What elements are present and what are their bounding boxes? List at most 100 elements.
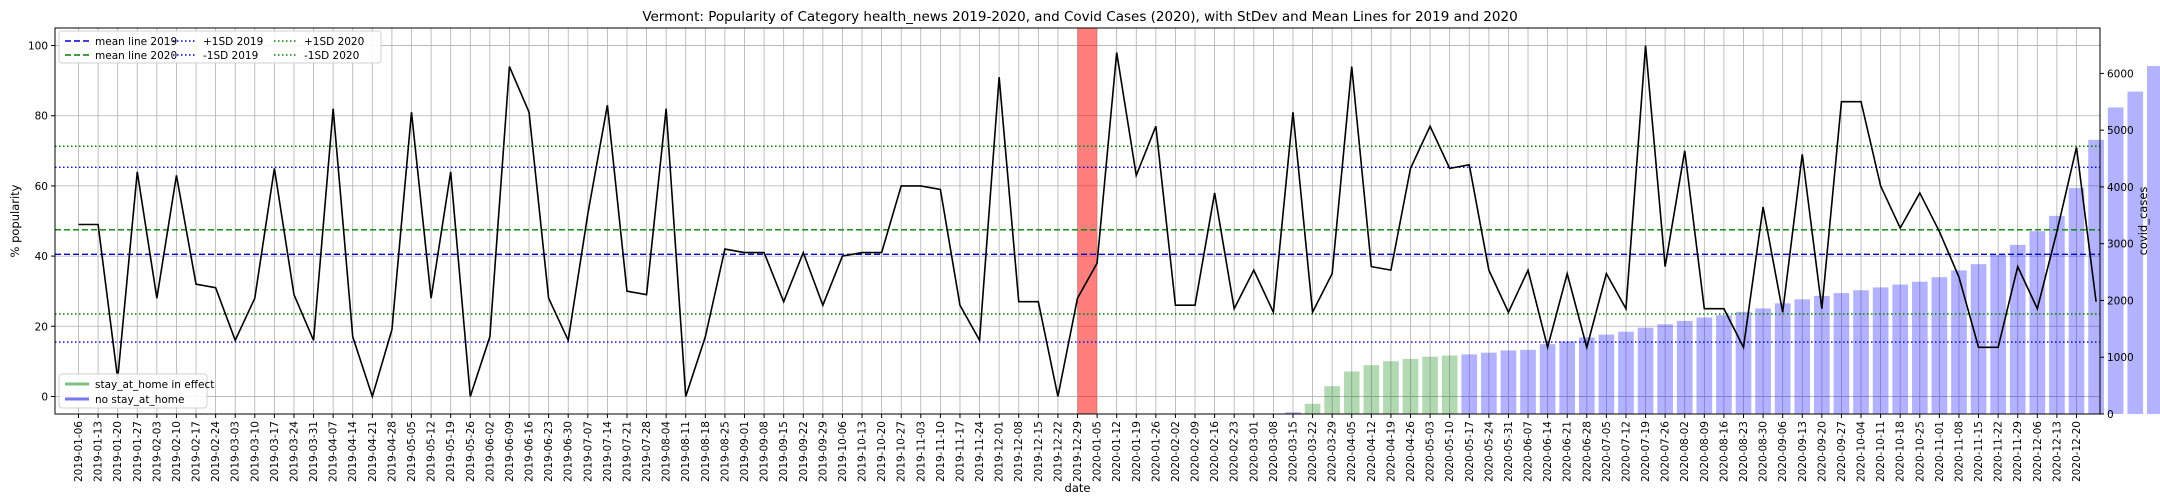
x-tick-label: 2019-03-24 bbox=[288, 421, 300, 482]
x-tick-label: 2019-10-27 bbox=[896, 421, 908, 482]
bar-no-stay-at-home bbox=[1285, 412, 1301, 414]
y-tick-label: 40 bbox=[35, 251, 48, 263]
popularity-line bbox=[78, 45, 2097, 400]
x-tick-label: 2019-06-30 bbox=[563, 421, 575, 482]
bar-stay-at-home bbox=[1304, 403, 1321, 414]
x-axis-label: date bbox=[1065, 481, 1091, 495]
bar-no-stay-at-home bbox=[1931, 277, 1948, 414]
x-tick-label: 2020-07-05 bbox=[1601, 421, 1613, 482]
x-tick-label: 2020-11-15 bbox=[1973, 421, 1985, 482]
x-tick-label: 2019-06-02 bbox=[484, 421, 496, 482]
y-axis-label: % popularity bbox=[8, 184, 22, 257]
x-tick-label: 2020-10-04 bbox=[1856, 421, 1868, 482]
bar-no-stay-at-home bbox=[1794, 299, 1811, 414]
x-tick-label: 2019-09-29 bbox=[817, 421, 829, 482]
x-tick-label: 2020-10-18 bbox=[1895, 421, 1907, 482]
legend-label: mean line 2020 bbox=[95, 50, 177, 62]
x-tick-label: 2019-12-29 bbox=[1072, 421, 1084, 482]
x-tick-label: 2020-02-16 bbox=[1209, 421, 1221, 482]
x-tick-label: 2019-04-21 bbox=[367, 421, 379, 482]
x-tick-label: 2019-08-25 bbox=[719, 421, 731, 482]
bar-no-stay-at-home bbox=[1774, 303, 1791, 414]
x-tick-label: 2019-05-12 bbox=[426, 421, 438, 482]
bar-no-stay-at-home bbox=[2147, 66, 2160, 415]
x-tick-label: 2020-06-21 bbox=[1562, 421, 1574, 482]
y2-tick-label: 1000 bbox=[2107, 352, 2134, 364]
x-tick-label: 2020-07-26 bbox=[1660, 421, 1672, 482]
x-tick-label: 2020-03-01 bbox=[1248, 421, 1260, 482]
y2-tick-label: 3000 bbox=[2107, 239, 2134, 251]
x-tick-label: 2020-11-29 bbox=[2012, 421, 2024, 482]
x-tick-label: 2019-12-15 bbox=[1033, 421, 1045, 482]
x-tick-label: 2020-05-17 bbox=[1464, 421, 1476, 482]
bar-stay-at-home bbox=[1422, 356, 1438, 414]
bar-no-stay-at-home bbox=[2088, 139, 2104, 414]
bar-stay-at-home bbox=[1363, 365, 1380, 414]
highlight-span-rect bbox=[1077, 28, 1098, 414]
x-tick-label: 2020-06-14 bbox=[1542, 421, 1554, 482]
x-tick-label: 2020-01-19 bbox=[1131, 421, 1143, 482]
x-tick-label: 2019-05-19 bbox=[445, 421, 457, 482]
bar-no-stay-at-home bbox=[1853, 290, 1869, 414]
y-tick-label: 20 bbox=[35, 321, 48, 333]
x-tick-label: 2019-04-07 bbox=[328, 421, 340, 482]
legend-label: stay_at_home in effect bbox=[95, 379, 214, 391]
x-tick-label: 2019-02-17 bbox=[191, 421, 203, 482]
x-tick-label: 2020-05-31 bbox=[1503, 421, 1515, 482]
x-tick-label: 2019-10-20 bbox=[876, 421, 888, 482]
x-tick-label: 2020-07-12 bbox=[1620, 421, 1632, 482]
y2-axis-label: covid_cases bbox=[2136, 187, 2150, 256]
x-tick-label: 2020-04-26 bbox=[1405, 421, 1417, 482]
x-tick-label: 2020-09-27 bbox=[1836, 421, 1848, 482]
x-tick-label: 2019-11-24 bbox=[974, 421, 986, 482]
y-axis-right: 0 1000 2000 3000 4000 5000 6000 bbox=[2100, 68, 2134, 421]
x-tick-label: 2020-08-23 bbox=[1738, 421, 1750, 482]
x-tick-label: 2019-11-10 bbox=[935, 421, 947, 482]
bar-no-stay-at-home bbox=[1755, 308, 1771, 414]
x-tick-label: 2020-09-20 bbox=[1816, 421, 1828, 482]
bar-no-stay-at-home bbox=[2029, 231, 2046, 414]
x-tick-label: 2019-07-14 bbox=[602, 421, 614, 482]
x-tick-label: 2019-02-03 bbox=[151, 421, 163, 482]
y2-tick-label: 4000 bbox=[2107, 182, 2134, 194]
x-tick-label: 2020-12-06 bbox=[2032, 421, 2044, 482]
bar-no-stay-at-home bbox=[2009, 244, 2026, 414]
bar-stay-at-home bbox=[1383, 361, 1399, 414]
bar-no-stay-at-home bbox=[1814, 295, 1830, 414]
x-axis: 2019-01-06 2019-01-13 2019-01-20 2019-01-27… bbox=[73, 414, 2083, 482]
legend-box bbox=[58, 30, 382, 64]
y-tick-label: 80 bbox=[35, 111, 48, 123]
x-tick-label: 2019-01-13 bbox=[93, 421, 105, 482]
x-tick-label: 2020-06-07 bbox=[1523, 421, 1535, 482]
bar-stay-at-home bbox=[1402, 358, 1419, 414]
x-tick-label: 2020-12-20 bbox=[2071, 421, 2083, 482]
x-tick-label: 2020-01-26 bbox=[1150, 421, 1162, 482]
x-tick-label: 2019-04-28 bbox=[386, 421, 398, 482]
x-tick-label: 2019-03-31 bbox=[308, 421, 320, 482]
legend-label: -1SD 2019 bbox=[203, 50, 258, 62]
highlight-span bbox=[1077, 28, 1098, 414]
y-axis-left: 0 20 40 60 80 100 bbox=[28, 41, 55, 403]
x-tick-label: 2019-11-03 bbox=[915, 421, 927, 482]
bar-no-stay-at-home bbox=[1872, 287, 1889, 414]
bar-stay-at-home bbox=[1441, 355, 1458, 414]
x-tick-label: 2019-03-10 bbox=[249, 421, 261, 482]
bar-no-stay-at-home bbox=[1676, 320, 1693, 414]
x-tick-label: 2020-10-25 bbox=[1914, 421, 1926, 482]
x-tick-label: 2019-08-04 bbox=[661, 421, 673, 482]
legend-label: no stay_at_home bbox=[95, 394, 184, 406]
x-tick-label: 2020-02-02 bbox=[1170, 421, 1182, 482]
bar-no-stay-at-home bbox=[1892, 284, 1909, 414]
x-tick-label: 2019-07-21 bbox=[621, 421, 633, 482]
x-tick-label: 2020-03-22 bbox=[1307, 421, 1319, 482]
x-tick-label: 2019-01-06 bbox=[73, 421, 85, 482]
y2-tick-label: 6000 bbox=[2107, 68, 2134, 80]
bar-no-stay-at-home bbox=[1618, 331, 1634, 414]
bar-no-stay-at-home bbox=[2049, 215, 2065, 414]
x-tick-label: 2020-05-24 bbox=[1483, 421, 1495, 482]
x-tick-label: 2019-08-11 bbox=[680, 421, 692, 482]
x-tick-label: 2020-02-23 bbox=[1229, 421, 1241, 482]
x-tick-label: 2019-12-01 bbox=[994, 421, 1006, 482]
x-tick-label: 2020-07-19 bbox=[1640, 421, 1652, 482]
x-tick-label: 2020-10-11 bbox=[1875, 421, 1887, 482]
